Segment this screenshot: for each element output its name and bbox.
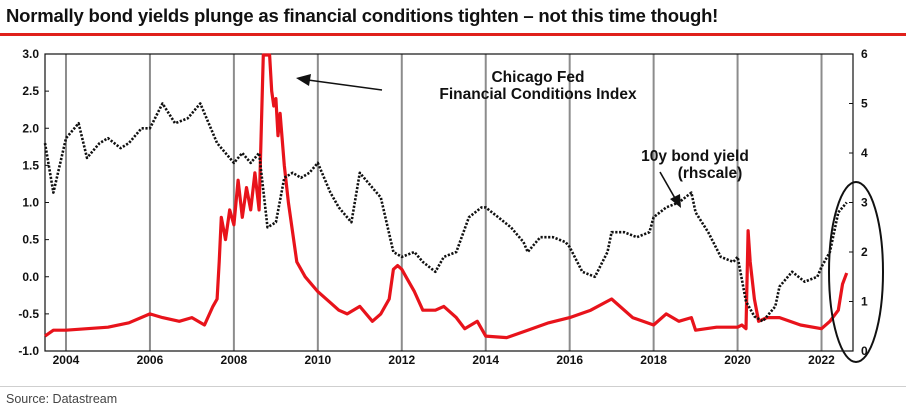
left-axis-ticks: -1.0 -0.5 0.0 0.5 1.0 1.5 2.0 2.5 3.0	[18, 47, 49, 358]
title-underline	[0, 33, 906, 36]
left-tick-label: -0.5	[18, 307, 39, 321]
right-tick-label: 3	[861, 196, 868, 210]
right-tick-label: 1	[861, 295, 868, 309]
right-tick-label: 4	[861, 146, 868, 160]
right-tick-label: 0	[861, 344, 868, 358]
left-tick-label: 3.0	[22, 47, 39, 61]
left-tick-label: -1.0	[18, 344, 39, 358]
x-tick-label: 2010	[304, 353, 331, 365]
right-tick-label: 2	[861, 245, 868, 259]
x-tick-label: 2020	[724, 353, 751, 365]
yield-label-line2: (rhscale)	[678, 165, 743, 182]
right-axis-ticks: 0 1 2 3 4 5 6	[849, 47, 868, 358]
x-tick-label: 2014	[472, 353, 499, 365]
nfci-arrow-head	[296, 74, 311, 86]
nfci-label-line1: Chicago Fed	[491, 69, 584, 86]
chart-title: Normally bond yields plunge as financial…	[6, 5, 719, 26]
left-tick-label: 2.0	[22, 121, 39, 135]
x-tick-label: 2016	[556, 353, 583, 365]
source-note: Source: Datastream	[6, 392, 118, 406]
nfci-series-line	[44, 53, 849, 340]
x-tick-label: 2004	[53, 353, 80, 365]
left-tick-label: 1.5	[22, 158, 39, 172]
yield-arrow-head	[670, 194, 681, 208]
x-tick-label: 2018	[640, 353, 667, 365]
right-tick-label: 6	[861, 47, 868, 61]
left-tick-label: 1.0	[22, 196, 39, 210]
yield-label-line1: 10y bond yield	[641, 148, 749, 165]
left-tick-label: 0.5	[22, 233, 39, 247]
chart: 2004 2006 2008 2010 2012 2014 2016 2018 2020 2022…	[18, 47, 884, 365]
yield-arrow-shaft	[659, 171, 677, 201]
right-tick-label: 5	[861, 97, 868, 111]
nfci-label-line2: Financial Conditions Index	[439, 86, 637, 103]
grid-lines	[64, 54, 823, 351]
yield-series-line	[43, 102, 848, 323]
x-tick-label: 2012	[388, 353, 415, 365]
highlight-ellipse	[828, 181, 884, 363]
left-tick-label: 2.5	[22, 84, 39, 98]
left-tick-label: 0.0	[22, 270, 39, 284]
nfci-arrow-shaft	[307, 79, 383, 91]
x-axis-ticks: 2004 2006 2008 2010 2012 2014 2016 2018 2020 2022	[53, 353, 836, 365]
source-divider	[0, 386, 906, 387]
x-tick-label: 2006	[137, 353, 164, 365]
x-tick-label: 2008	[221, 353, 248, 365]
x-tick-label: 2022	[808, 353, 835, 365]
